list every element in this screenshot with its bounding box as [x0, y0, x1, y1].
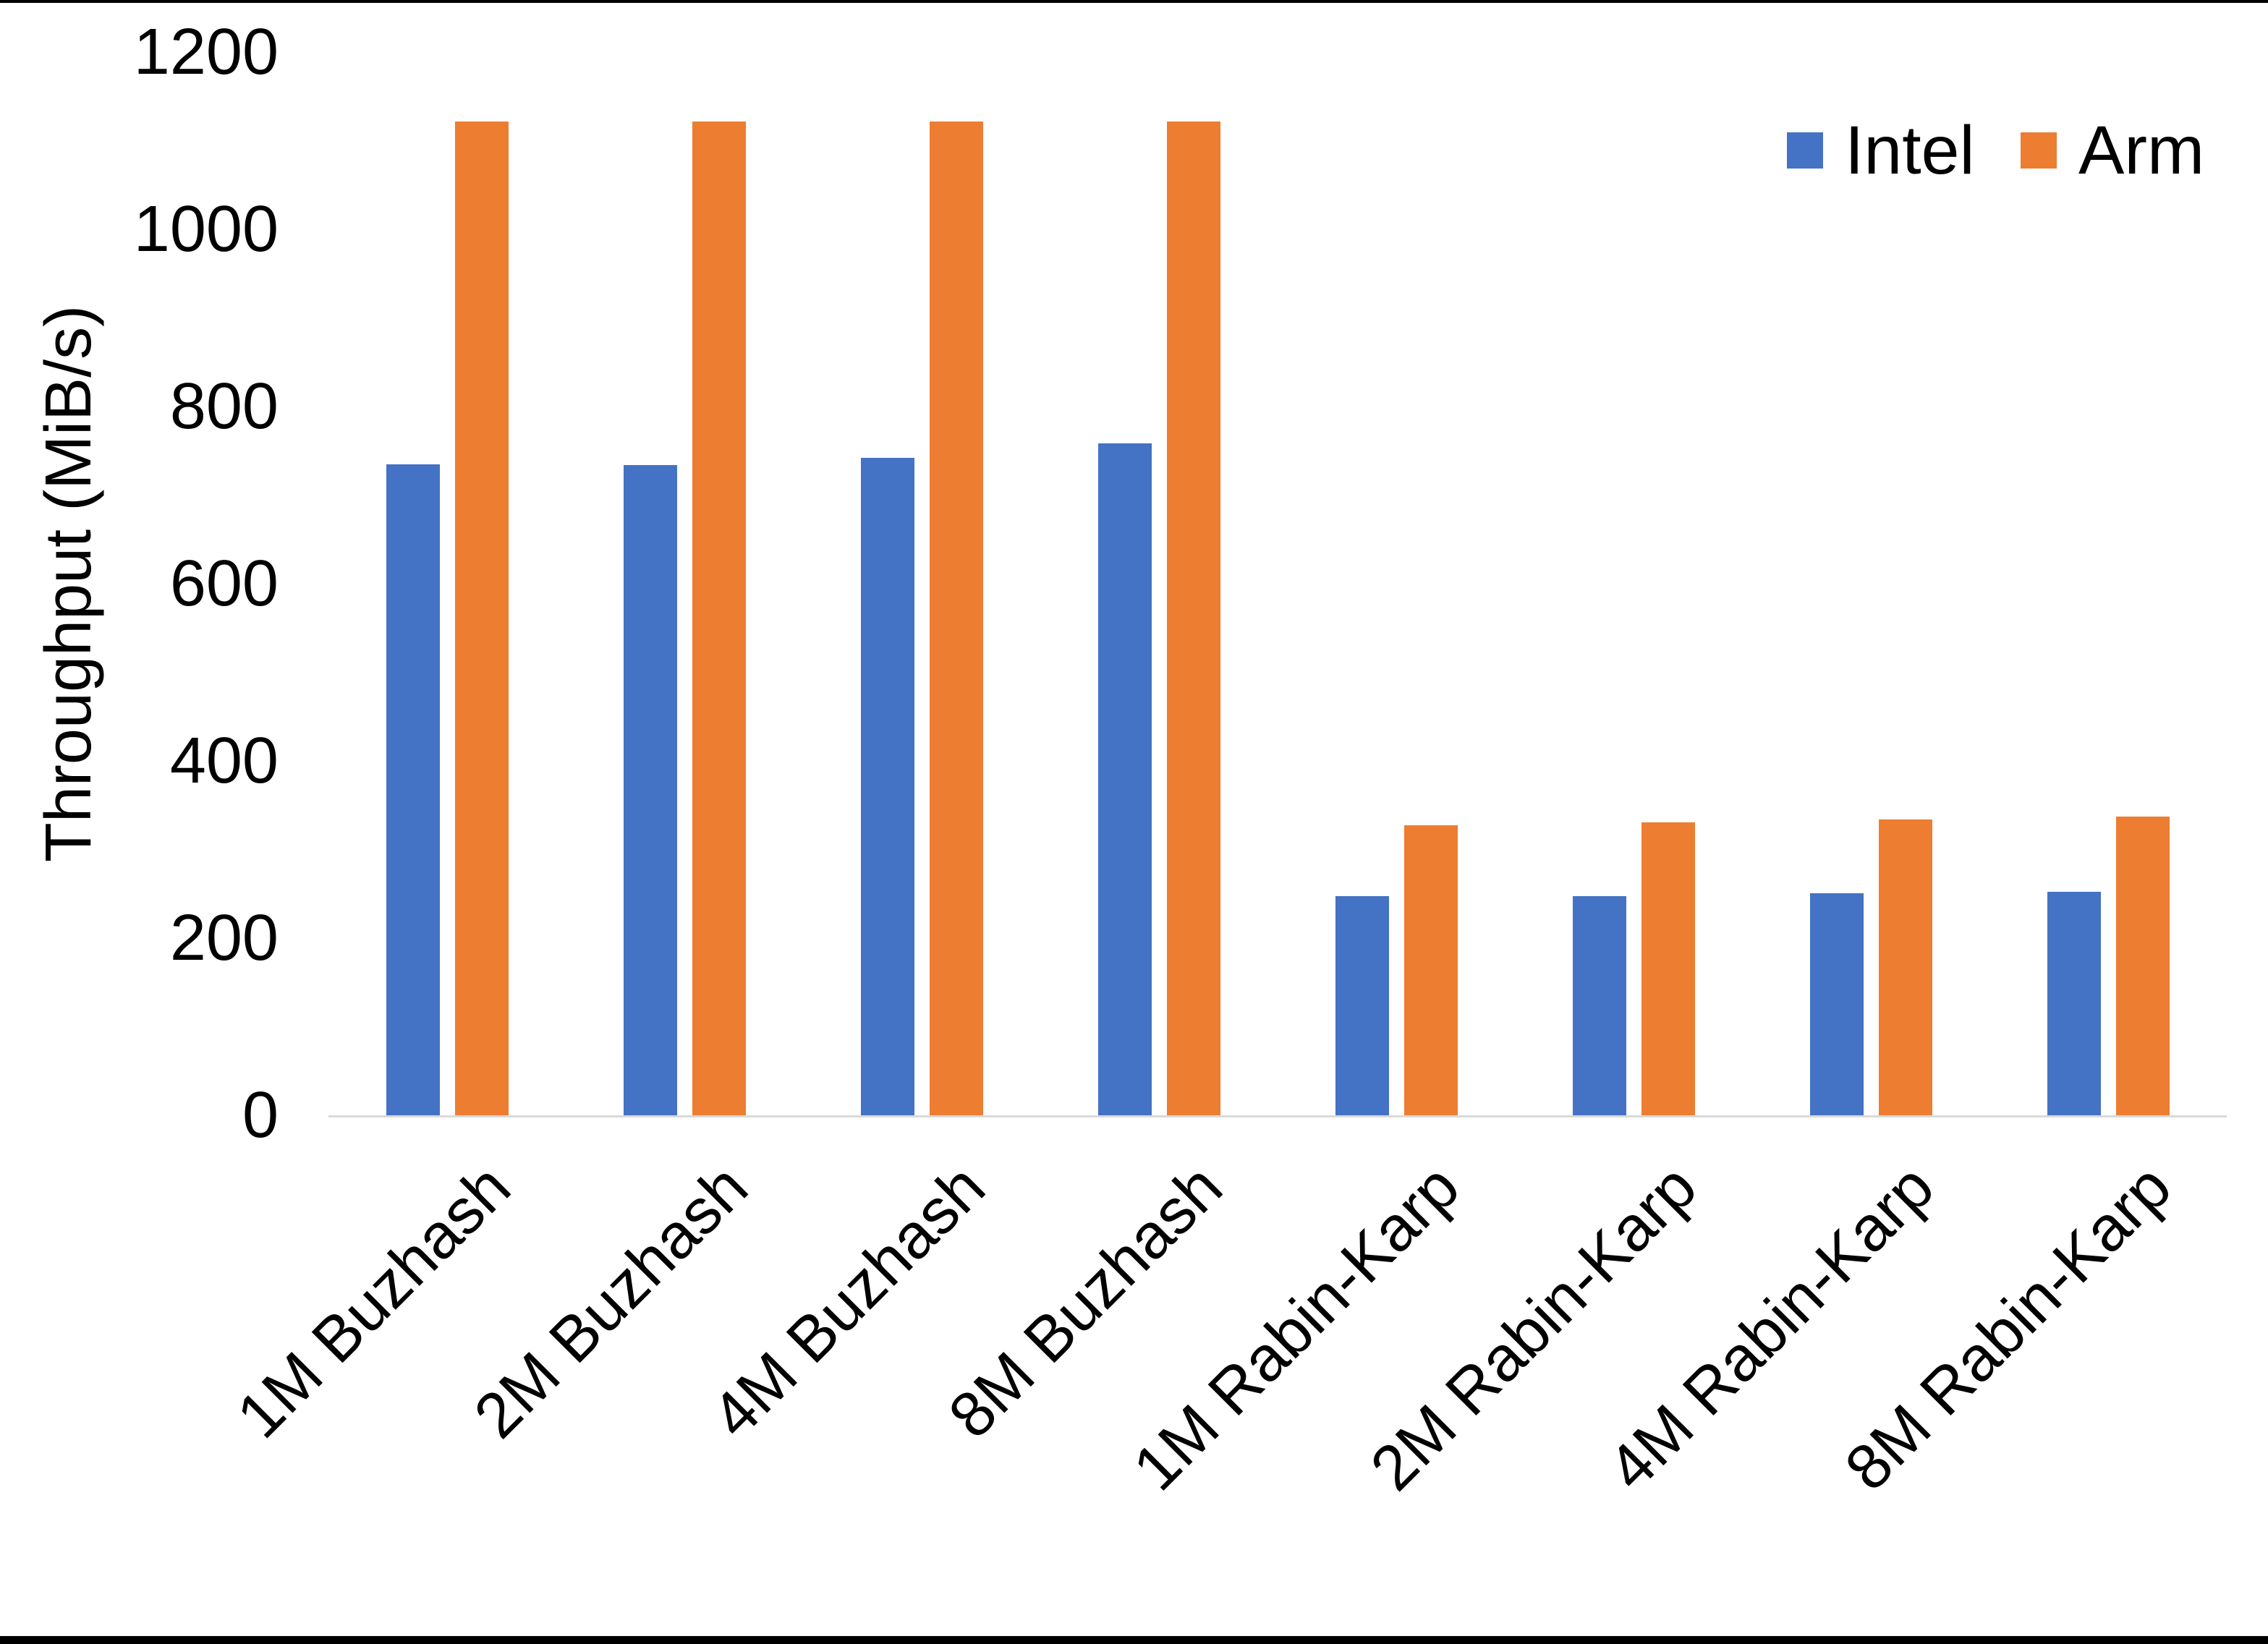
legend-item-arm: Arm	[2021, 116, 2204, 184]
legend-swatch-intel	[1787, 132, 1823, 169]
legend-item-intel: Intel	[1787, 116, 1975, 184]
legend-label-intel: Intel	[1845, 111, 1975, 189]
bar-arm-8m-buzhash	[1167, 122, 1220, 1115]
bar-arm-2m-buzhash	[692, 122, 746, 1115]
bar-intel-1m-rabin-karp	[1335, 896, 1389, 1115]
bar-intel-8m-rabin-karp	[2047, 892, 2101, 1115]
bar-arm-4m-buzhash	[930, 122, 983, 1115]
x-axis-line	[328, 1115, 2227, 1117]
y-tick-label-600: 600	[169, 548, 279, 620]
y-tick-label-200: 200	[169, 902, 279, 974]
y-tick-label-0: 0	[242, 1079, 279, 1151]
y-tick-label-1000: 1000	[133, 193, 279, 265]
bar-arm-4m-rabin-karp	[1879, 819, 1932, 1115]
legend-swatch-arm	[2021, 132, 2057, 169]
bar-intel-4m-buzhash	[861, 458, 914, 1115]
plot-area	[328, 52, 2227, 1117]
y-tick-label-800: 800	[169, 370, 279, 443]
bar-arm-2m-rabin-karp	[1641, 822, 1695, 1115]
bar-arm-1m-rabin-karp	[1404, 825, 1458, 1115]
bar-intel-1m-buzhash	[386, 464, 440, 1115]
page-bottom-border	[0, 1636, 2268, 1644]
legend-label-arm: Arm	[2078, 111, 2205, 189]
bar-intel-2m-buzhash	[624, 465, 677, 1115]
page-top-border	[0, 0, 2268, 3]
y-tick-label-1200: 1200	[133, 16, 279, 88]
bar-intel-2m-rabin-karp	[1573, 896, 1626, 1115]
bar-intel-4m-rabin-karp	[1810, 893, 1864, 1115]
y-tick-label-400: 400	[169, 725, 279, 797]
bar-arm-1m-buzhash	[455, 122, 509, 1115]
bar-arm-8m-rabin-karp	[2116, 817, 2170, 1115]
bar-intel-8m-buzhash	[1098, 443, 1152, 1115]
